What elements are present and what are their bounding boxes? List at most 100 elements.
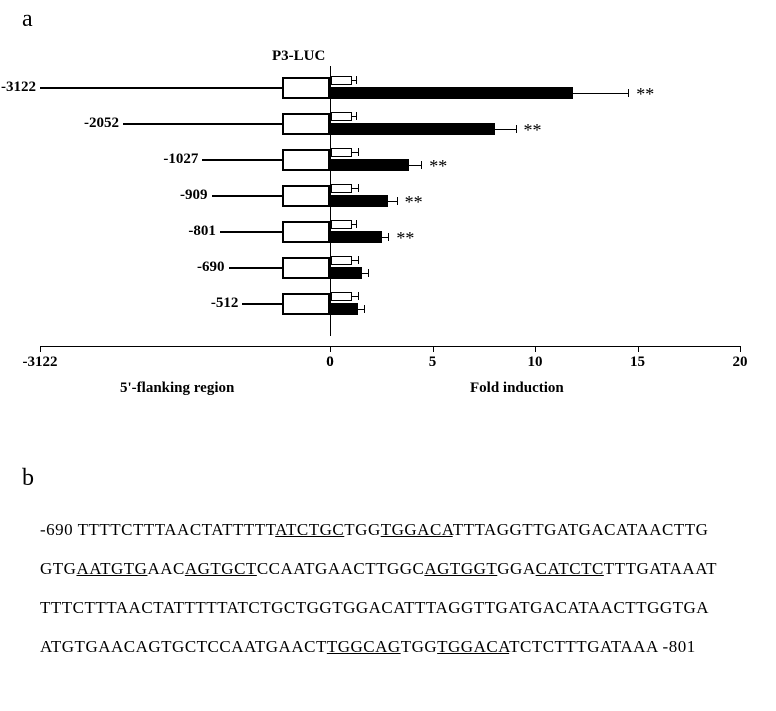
panel-a-label: a xyxy=(22,6,33,33)
error-bar xyxy=(409,165,421,166)
underlined-motif: TGGACA xyxy=(381,520,453,539)
luc-box xyxy=(282,293,330,315)
tick xyxy=(740,346,741,352)
construct-position-label: -801 xyxy=(188,223,216,240)
sequence-text: -690 xyxy=(40,520,78,539)
underlined-motif: AGTGGT xyxy=(424,559,497,578)
construct-row: -1027 ** xyxy=(40,144,740,176)
sequence-text: TGG xyxy=(344,520,380,539)
sequence-text: ATGTGAACAGTGCTCCAATGAACT xyxy=(40,637,327,656)
construct-row: -512 xyxy=(40,288,740,320)
bar-treatment xyxy=(331,195,388,207)
tick-label: 15 xyxy=(630,354,645,371)
luc-box xyxy=(282,221,330,243)
bar-control xyxy=(331,292,352,301)
sequence-text: TGG xyxy=(401,637,437,656)
error-cap xyxy=(358,184,359,192)
error-cap xyxy=(356,76,357,84)
underlined-motif: CATCTC xyxy=(536,559,604,578)
error-cap xyxy=(356,112,357,120)
bar-control xyxy=(331,76,352,85)
bar-treatment xyxy=(331,123,495,135)
significance-marker: ** xyxy=(396,228,414,249)
sequence-line: ATGTGAACAGTGCTCCAATGAACTTGGCAGTGGTGGACAT… xyxy=(40,627,740,666)
error-cap xyxy=(356,220,357,228)
underlined-motif: AGTGCT xyxy=(185,559,257,578)
error-cap xyxy=(364,305,365,313)
tick-label: 5 xyxy=(429,354,437,371)
sequence-text: TTTCTTTAACTATTTTTATCTGCTGGTGGACATTTAGGTT… xyxy=(40,598,709,617)
left-axis-title: 5'-flanking region xyxy=(120,380,234,397)
underlined-motif: ATCTGC xyxy=(275,520,344,539)
error-cap xyxy=(388,233,389,241)
significance-marker: ** xyxy=(405,192,423,213)
tick xyxy=(638,346,639,352)
error-cap xyxy=(368,269,369,277)
error-cap xyxy=(516,125,517,133)
p3luc-label: P3-LUC xyxy=(272,48,325,65)
sequence-text: TTTTCTTTAACTATTTTT xyxy=(78,520,276,539)
bar-control xyxy=(331,112,352,121)
chart-area: P3-LUC -3122**-2052**-1027**-909**-801**… xyxy=(40,50,740,420)
sequence-text: CCAATGAACTTGGC xyxy=(257,559,425,578)
tick xyxy=(433,346,434,352)
bar-treatment xyxy=(331,231,382,243)
luc-box xyxy=(282,185,330,207)
underlined-motif: TGGCAG xyxy=(327,637,401,656)
error-cap xyxy=(397,197,398,205)
construct-row: -2052 ** xyxy=(40,108,740,140)
error-cap xyxy=(358,256,359,264)
bar-treatment xyxy=(331,267,362,279)
construct-position-label: -690 xyxy=(197,259,225,276)
sequence-text: -801 xyxy=(658,637,696,656)
bar-treatment xyxy=(331,159,409,171)
luc-box xyxy=(282,257,330,279)
tick-label: 10 xyxy=(528,354,543,371)
significance-marker: ** xyxy=(636,84,654,105)
construct-position-label: -2052 xyxy=(84,115,119,132)
tick-label: 0 xyxy=(326,354,334,371)
bar-treatment xyxy=(331,87,573,99)
tick xyxy=(40,346,41,352)
sequence-area: -690 TTTTCTTTAACTATTTTTATCTGCTGGTGGACATT… xyxy=(40,510,740,666)
luc-box xyxy=(282,77,330,99)
sequence-line: -690 TTTTCTTTAACTATTTTTATCTGCTGGTGGACATT… xyxy=(40,510,740,549)
error-cap xyxy=(421,161,422,169)
sequence-text: AAC xyxy=(147,559,184,578)
panel-b-label: b xyxy=(22,465,34,492)
tick-label: -3122 xyxy=(23,354,58,371)
sequence-line: TTTCTTTAACTATTTTTATCTGCTGGTGGACATTTAGGTT… xyxy=(40,588,740,627)
construct-line xyxy=(242,303,282,305)
construct-line xyxy=(220,231,282,233)
construct-line xyxy=(40,87,282,89)
construct-row: -690 xyxy=(40,252,740,284)
sequence-line: GTGAATGTGAACAGTGCTCCAATGAACTTGGCAGTGGTGG… xyxy=(40,549,740,588)
sequence-text: TTTAGGTTGATGACATAACTTG xyxy=(453,520,709,539)
tick xyxy=(330,346,331,352)
right-axis-title: Fold induction xyxy=(470,380,564,397)
error-cap xyxy=(358,148,359,156)
sequence-text: GTG xyxy=(40,559,76,578)
error-cap xyxy=(628,89,629,97)
underlined-motif: AATGTG xyxy=(76,559,147,578)
construct-line xyxy=(212,195,282,197)
construct-row: -3122** xyxy=(40,72,740,104)
construct-line xyxy=(123,123,282,125)
sequence-text: TCTCTTTGATAAA xyxy=(509,637,658,656)
significance-marker: ** xyxy=(524,120,542,141)
sequence-text: GGA xyxy=(497,559,535,578)
error-bar xyxy=(573,93,628,94)
error-bar xyxy=(388,201,396,202)
construct-line xyxy=(202,159,282,161)
tick xyxy=(535,346,536,352)
construct-position-label: -3122 xyxy=(1,79,36,96)
construct-line xyxy=(229,267,282,269)
construct-row: -801 ** xyxy=(40,216,740,248)
construct-position-label: -512 xyxy=(211,295,239,312)
error-bar xyxy=(495,129,516,130)
sequence-text: TTTGATAAAT xyxy=(604,559,717,578)
construct-position-label: -1027 xyxy=(163,151,198,168)
error-cap xyxy=(358,292,359,300)
bar-control xyxy=(331,148,352,157)
significance-marker: ** xyxy=(429,156,447,177)
